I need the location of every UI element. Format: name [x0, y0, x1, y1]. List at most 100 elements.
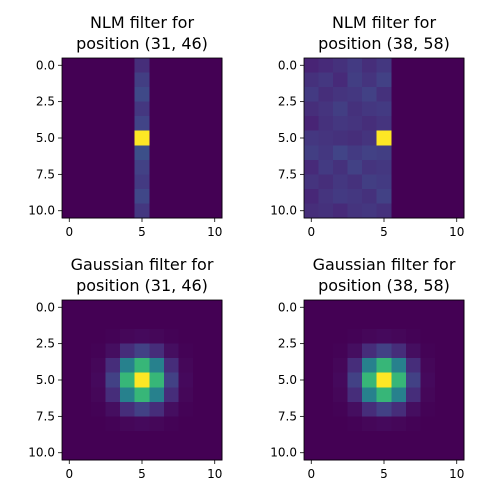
heatmap-cell	[207, 58, 223, 73]
heatmap-cell	[149, 116, 165, 132]
heatmap-cell	[434, 329, 450, 345]
heatmap-cell	[362, 401, 378, 417]
heatmap-cell	[420, 145, 436, 161]
y-tick-label: 0.0	[36, 58, 55, 72]
heatmap-cell	[405, 329, 421, 345]
heatmap-cell	[207, 358, 223, 374]
heatmap-cell	[91, 72, 107, 88]
y-tick-label: 2.5	[278, 337, 297, 351]
heatmap-cell	[192, 116, 208, 132]
heatmap-cell	[362, 130, 378, 146]
heatmap-cell	[91, 58, 107, 73]
y-tick-label: 0.0	[36, 300, 55, 314]
heatmap-cell	[333, 87, 349, 103]
heatmap-cell	[405, 416, 421, 432]
heatmap-cell	[347, 387, 363, 403]
heatmap-cell	[449, 343, 465, 359]
heatmap-cell	[434, 203, 450, 219]
heatmap-cell	[76, 159, 92, 175]
heatmap-cell	[434, 58, 450, 73]
heatmap-cell	[134, 358, 150, 374]
heatmap-cell	[207, 72, 223, 88]
heatmap-cell	[207, 159, 223, 175]
heatmap-cell	[91, 343, 107, 359]
heatmap-cell	[362, 430, 378, 446]
heatmap-cell	[120, 203, 136, 219]
heatmap-cell	[207, 203, 223, 219]
heatmap-cell	[105, 358, 121, 374]
heatmap-cell	[120, 445, 136, 461]
heatmap-cell	[62, 130, 77, 146]
heatmap-cell	[149, 401, 165, 417]
y-tick-label: 7.5	[36, 167, 55, 181]
heatmap-cell	[318, 300, 334, 315]
heatmap-cell	[420, 130, 436, 146]
heatmap-cell	[207, 401, 223, 417]
heatmap-cell	[449, 416, 465, 432]
heatmap-cell	[76, 314, 92, 330]
heatmap-cell	[120, 188, 136, 204]
heatmap-cell	[149, 58, 165, 73]
heatmap-cell	[149, 130, 165, 146]
heatmap-cell	[376, 58, 392, 73]
heatmap-cell	[391, 430, 407, 446]
heatmap-cell	[391, 387, 407, 403]
heatmap-cell	[376, 314, 392, 330]
heatmap-cell	[62, 116, 77, 132]
heatmap-cell	[391, 401, 407, 417]
heatmap-cell	[449, 58, 465, 73]
y-tick-label: 7.5	[278, 167, 297, 181]
heatmap-cell	[149, 314, 165, 330]
heatmap-cell	[405, 430, 421, 446]
heatmap-cell	[91, 372, 107, 388]
heatmap-cell	[207, 445, 223, 461]
heatmap-cell	[449, 430, 465, 446]
heatmap-cell	[62, 372, 77, 388]
heatmap-cell	[178, 116, 194, 132]
heatmap-cell	[318, 314, 334, 330]
heatmap-cell	[391, 372, 407, 388]
heatmap-cell	[347, 203, 363, 219]
heatmap-cell	[376, 401, 392, 417]
heatmap-cell	[192, 401, 208, 417]
heatmap-cell	[76, 174, 92, 190]
heatmap-cell	[163, 445, 179, 461]
heatmap-cell	[76, 188, 92, 204]
heatmap-cell	[449, 101, 465, 117]
heatmap-cell	[376, 430, 392, 446]
heatmap-cell	[391, 159, 407, 175]
heatmap-cell	[207, 145, 223, 161]
heatmap-cell	[192, 300, 208, 315]
y-tick-label: 7.5	[278, 409, 297, 423]
heatmap-cell	[449, 329, 465, 345]
heatmap-cell	[134, 174, 150, 190]
heatmap-cell	[192, 430, 208, 446]
heatmap-cell	[178, 58, 194, 73]
heatmap-cell	[304, 130, 319, 146]
heatmap-cell	[405, 343, 421, 359]
heatmap-cell	[91, 159, 107, 175]
heatmap-cell	[405, 188, 421, 204]
heatmap-cell	[420, 314, 436, 330]
heatmap-cell	[391, 58, 407, 73]
heatmap-cell	[120, 387, 136, 403]
heatmap-cell	[434, 130, 450, 146]
heatmap-cell	[391, 300, 407, 315]
heatmap-cell	[163, 343, 179, 359]
heatmap-cell	[105, 416, 121, 432]
heatmap-cell	[163, 203, 179, 219]
heatmap-cell	[62, 445, 77, 461]
heatmap-cell	[434, 145, 450, 161]
heatmap-cell	[207, 430, 223, 446]
heatmap-cell	[391, 72, 407, 88]
heatmap-cells	[62, 58, 223, 219]
heatmap-cell	[434, 430, 450, 446]
heatmap-cell	[105, 72, 121, 88]
heatmap-cell	[76, 358, 92, 374]
heatmap-cell	[420, 87, 436, 103]
heatmap-cell	[192, 416, 208, 432]
heatmap-cell	[304, 174, 319, 190]
heatmap-cell	[91, 314, 107, 330]
heatmap-cell	[347, 430, 363, 446]
heatmap-cell	[420, 58, 436, 73]
